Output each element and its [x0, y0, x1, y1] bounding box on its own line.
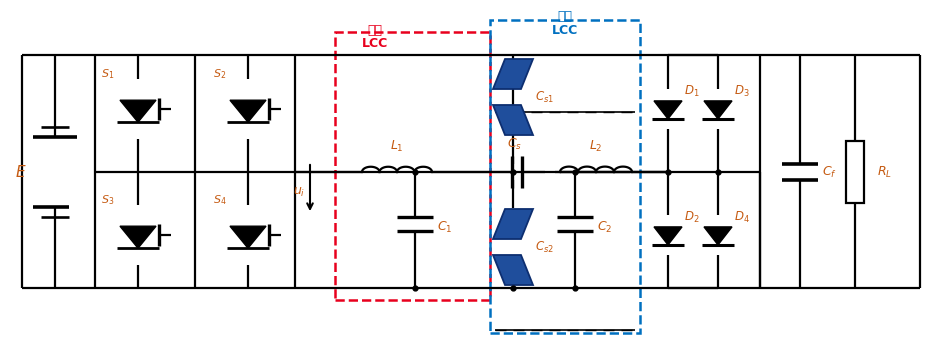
- Text: $D_3$: $D_3$: [734, 83, 750, 99]
- Text: LCC: LCC: [552, 24, 578, 37]
- Polygon shape: [654, 101, 682, 119]
- Polygon shape: [704, 227, 732, 245]
- Text: $D_4$: $D_4$: [734, 209, 750, 225]
- Text: $C_2$: $C_2$: [597, 219, 613, 235]
- Text: $C_1$: $C_1$: [437, 219, 452, 235]
- Polygon shape: [493, 59, 533, 89]
- Polygon shape: [120, 100, 156, 122]
- Text: $E$: $E$: [15, 164, 27, 180]
- Text: $C_{s1}$: $C_{s1}$: [535, 89, 554, 105]
- Polygon shape: [120, 226, 156, 248]
- Text: LCC: LCC: [362, 37, 388, 50]
- Text: $S_3$: $S_3$: [101, 193, 114, 207]
- Bar: [846, 141, 864, 203]
- Bar: [335, 32, 490, 300]
- Text: $D_1$: $D_1$: [684, 83, 700, 99]
- Text: $L_2$: $L_2$: [589, 139, 603, 154]
- Text: $D_2$: $D_2$: [684, 209, 700, 225]
- Text: $R_L$: $R_L$: [877, 165, 892, 179]
- Polygon shape: [493, 105, 533, 135]
- Text: $S_1$: $S_1$: [101, 67, 114, 81]
- Text: 正向: 正向: [367, 24, 382, 37]
- Polygon shape: [230, 100, 266, 122]
- Polygon shape: [493, 209, 533, 239]
- Text: 反向: 反向: [558, 10, 572, 23]
- Text: $C_f$: $C_f$: [822, 165, 837, 179]
- Polygon shape: [493, 255, 533, 285]
- Text: $C_{s2}$: $C_{s2}$: [535, 239, 554, 255]
- Polygon shape: [654, 227, 682, 245]
- Text: $u_i$: $u_i$: [293, 186, 305, 199]
- Text: $C_s$: $C_s$: [508, 137, 523, 152]
- Bar: [490, 20, 640, 333]
- Text: $L_1$: $L_1$: [390, 139, 404, 154]
- Text: $S_4$: $S_4$: [213, 193, 227, 207]
- Polygon shape: [230, 226, 266, 248]
- Text: $S_2$: $S_2$: [213, 67, 227, 81]
- Polygon shape: [704, 101, 732, 119]
